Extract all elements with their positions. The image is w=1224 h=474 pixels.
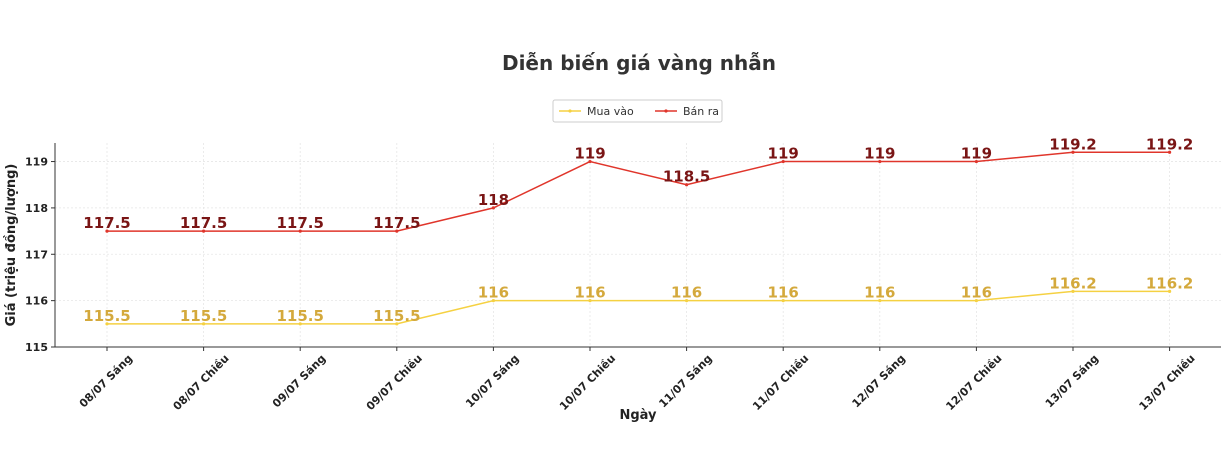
- chart-title: Diễn biến giá vàng nhẫn: [502, 51, 776, 75]
- data-label: 116.2: [1049, 274, 1096, 292]
- legend-marker: [568, 109, 572, 113]
- data-label: 116.2: [1146, 274, 1193, 292]
- y-tick-label: 116: [25, 295, 48, 308]
- x-tick-label: 13/07 Chiều: [1137, 352, 1198, 413]
- x-tick-label: 12/07 Chiều: [943, 352, 1004, 413]
- grid: [55, 143, 1221, 348]
- data-label: 116: [864, 284, 895, 302]
- series-line: [107, 290, 1170, 325]
- data-label: 115.5: [180, 307, 227, 325]
- data-point: [974, 299, 979, 303]
- data-point: [202, 322, 206, 326]
- data-label: 116: [478, 284, 509, 302]
- x-ticks: 08/07 Sáng 08/07 Chiều 09/07 Sáng 09/07 Chi…: [77, 347, 1198, 413]
- y-tick-label: 119: [25, 156, 48, 169]
- data-point: [1071, 289, 1075, 293]
- data-point: [1168, 289, 1172, 293]
- axes: [54, 143, 1221, 348]
- data-point: [974, 159, 979, 164]
- x-tick-label: 10/07 Sáng: [463, 352, 521, 410]
- legend-box: [552, 99, 723, 123]
- data-point: [298, 322, 302, 326]
- data-label: 115.5: [276, 307, 323, 325]
- x-tick-label: 11/07 Chiều: [750, 352, 811, 413]
- x-tick-label: 08/07 Sáng: [77, 352, 135, 410]
- y-tick-label: 115: [25, 341, 48, 354]
- data-label: 119.2: [1049, 135, 1096, 153]
- x-tick-label: 11/07 Sáng: [656, 352, 714, 410]
- data-point: [588, 159, 592, 164]
- data-point: [105, 322, 109, 326]
- data-point: [781, 299, 785, 303]
- data-label: 119: [768, 145, 799, 163]
- legend-marker: [664, 109, 668, 113]
- data-point: [685, 299, 689, 303]
- data-point: [491, 299, 495, 303]
- data-point: [395, 322, 399, 326]
- data-label: 116: [768, 284, 799, 302]
- y-ticks: 115 116 117 118 119: [25, 156, 55, 354]
- data-label: 116: [961, 284, 992, 302]
- data-point: [298, 229, 302, 233]
- y-tick-label: 117: [25, 248, 48, 261]
- data-label: 116: [574, 284, 605, 302]
- data-label: 119: [574, 145, 605, 163]
- data-point: [105, 229, 109, 233]
- data-label: 117.5: [373, 214, 420, 232]
- data-point: [588, 299, 592, 303]
- y-tick-label: 118: [25, 202, 48, 215]
- data-label: 119.2: [1146, 135, 1193, 153]
- data-point: [878, 159, 882, 164]
- y-axis-label: Giá (triệu đồng/lượng): [4, 164, 19, 327]
- legend: Mua vào Bán ra: [552, 99, 723, 123]
- data-point: [491, 206, 495, 210]
- data-point: [878, 299, 882, 303]
- data-label: 119: [961, 145, 992, 163]
- x-tick-label: 09/07 Chiều: [364, 352, 425, 413]
- data-label: 115.5: [83, 307, 130, 325]
- data-label: 119: [864, 145, 895, 163]
- data-label: 118: [478, 191, 509, 209]
- data-label: 117.5: [83, 214, 130, 232]
- series-line: [107, 151, 1170, 232]
- x-tick-label: 08/07 Chiều: [171, 352, 232, 413]
- data-label: 118.5: [663, 168, 710, 186]
- x-tick-label: 12/07 Sáng: [850, 352, 908, 410]
- x-tick-label: 10/07 Chiều: [557, 352, 618, 413]
- x-tick-label: 13/07 Sáng: [1043, 352, 1101, 410]
- series-layer: [105, 150, 1172, 326]
- x-axis-label: Ngày: [619, 408, 657, 423]
- data-point: [685, 183, 689, 187]
- x-tick-label: 09/07 Sáng: [270, 352, 328, 410]
- data-point: [1168, 150, 1172, 154]
- data-label: 117.5: [276, 214, 323, 232]
- data-label: 117.5: [180, 214, 227, 232]
- data-point: [395, 229, 399, 233]
- data-point: [202, 229, 206, 233]
- legend-label: Mua vào: [587, 105, 634, 118]
- data-point: [1071, 150, 1075, 154]
- data-label: 115.5: [373, 307, 420, 325]
- data-point: [781, 159, 785, 164]
- data-label: 116: [671, 284, 702, 302]
- data-labels: 115.5 115.5 115.5 115.5 116 116 116 116 116 116 11…: [83, 135, 1193, 325]
- legend-label: Bán ra: [683, 105, 719, 118]
